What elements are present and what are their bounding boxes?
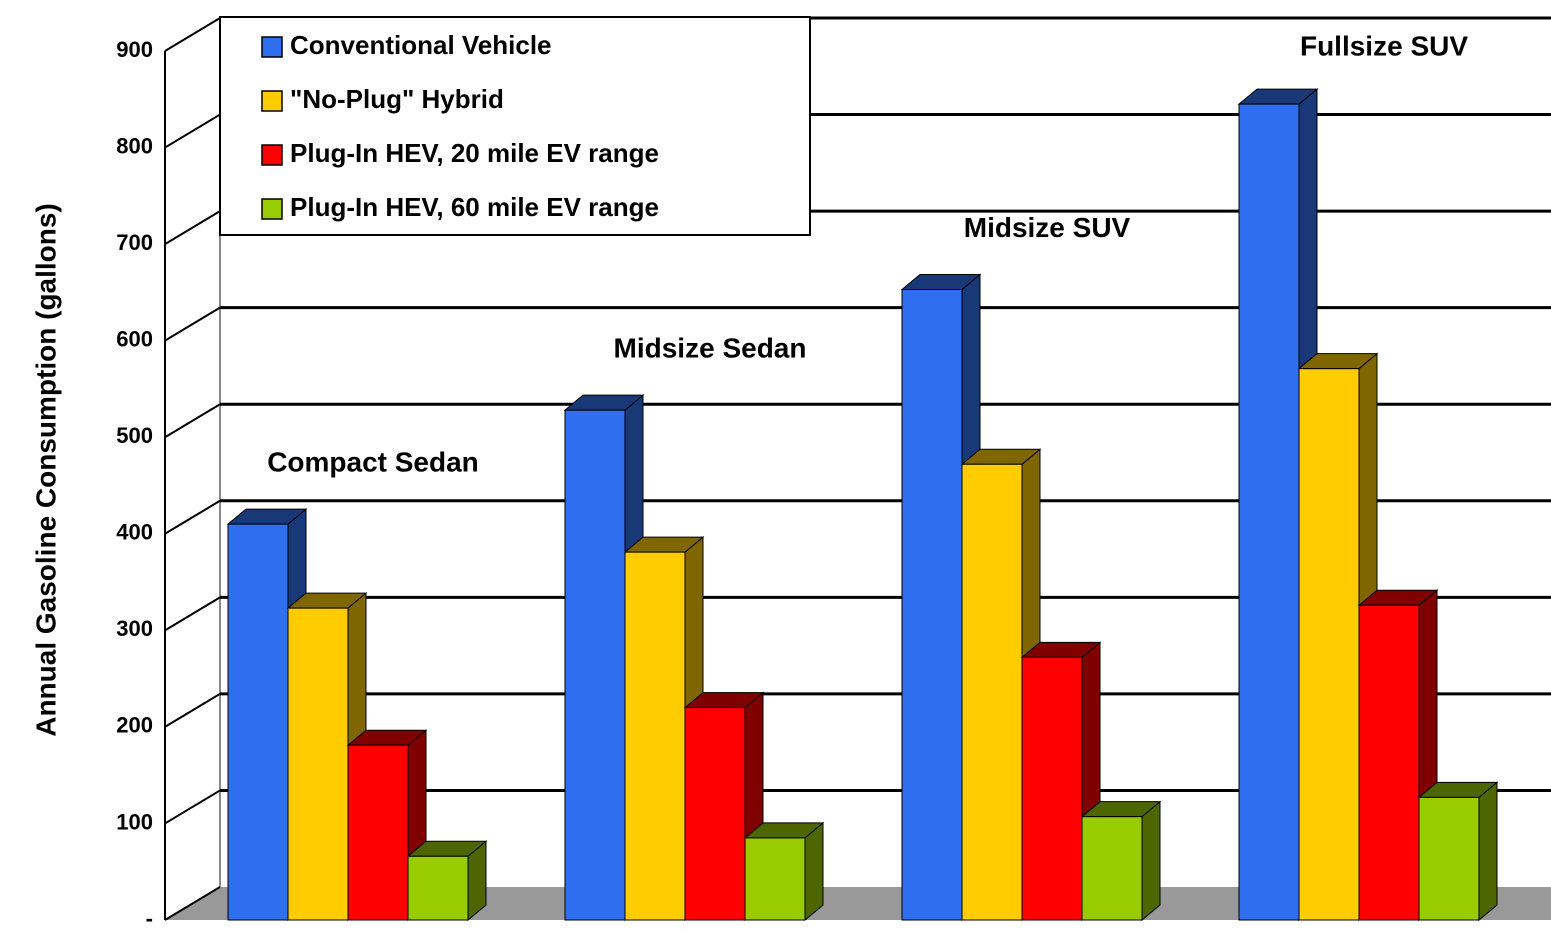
bar — [1358, 604, 1420, 921]
bar — [1021, 656, 1083, 921]
legend-label: Plug-In HEV, 60 mile EV range — [290, 192, 659, 222]
legend-label: Plug-In HEV, 20 mile EV range — [290, 138, 659, 168]
y-tick-label: 600 — [116, 326, 153, 351]
bar — [347, 744, 409, 921]
bar — [1238, 103, 1300, 921]
legend-swatch — [261, 90, 283, 112]
bar — [227, 523, 289, 921]
category-label: Compact Sedan — [267, 447, 479, 478]
legend-swatch — [261, 36, 283, 58]
legend-label: Conventional Vehicle — [290, 30, 552, 60]
y-tick-label: 800 — [116, 133, 153, 158]
tick-mark — [164, 403, 221, 439]
category-label: Fullsize SUV — [1300, 30, 1468, 61]
y-tick-label: - — [146, 906, 153, 931]
legend-swatch — [261, 144, 283, 166]
legend-swatch — [261, 198, 283, 220]
legend: Conventional Vehicle "No-Plug" Hybrid Plug… — [219, 16, 811, 236]
bar — [684, 707, 746, 921]
tick-mark — [164, 113, 221, 149]
category-label: Midsize SUV — [964, 212, 1131, 243]
tick-mark — [164, 693, 221, 728]
bar — [564, 409, 626, 921]
bar — [407, 855, 469, 921]
y-tick-label: 700 — [116, 230, 153, 255]
bar — [624, 551, 686, 921]
bar — [901, 288, 963, 921]
tick-mark — [164, 499, 221, 535]
floor — [165, 887, 1551, 920]
y-tick-label: 500 — [116, 423, 153, 448]
tick-mark — [164, 210, 221, 245]
y-tick-label: 100 — [116, 809, 153, 834]
category-label: Midsize Sedan — [614, 333, 807, 364]
tick-mark — [164, 886, 221, 921]
y-tick-label: 300 — [116, 616, 153, 641]
tick-mark — [164, 596, 221, 632]
y-tick-label: 200 — [116, 713, 153, 738]
bar — [1418, 796, 1480, 921]
bar — [1081, 816, 1143, 921]
bar-side — [1141, 800, 1161, 922]
legend-label: "No-Plug" Hybrid — [290, 84, 504, 114]
tick-mark — [164, 17, 221, 52]
bar-side — [804, 821, 824, 922]
tick-mark — [164, 789, 221, 825]
y-axis-label: Annual Gasoline Consumption (gallons) — [30, 203, 61, 737]
bar — [744, 837, 806, 921]
bar — [1298, 368, 1360, 921]
legend-box — [219, 16, 811, 236]
y-tick-label: 900 — [116, 37, 153, 62]
tick-mark — [164, 306, 221, 342]
bar — [287, 607, 349, 921]
bar-side — [1478, 781, 1498, 922]
bar — [961, 463, 1023, 921]
y-tick-label: 400 — [116, 520, 153, 545]
